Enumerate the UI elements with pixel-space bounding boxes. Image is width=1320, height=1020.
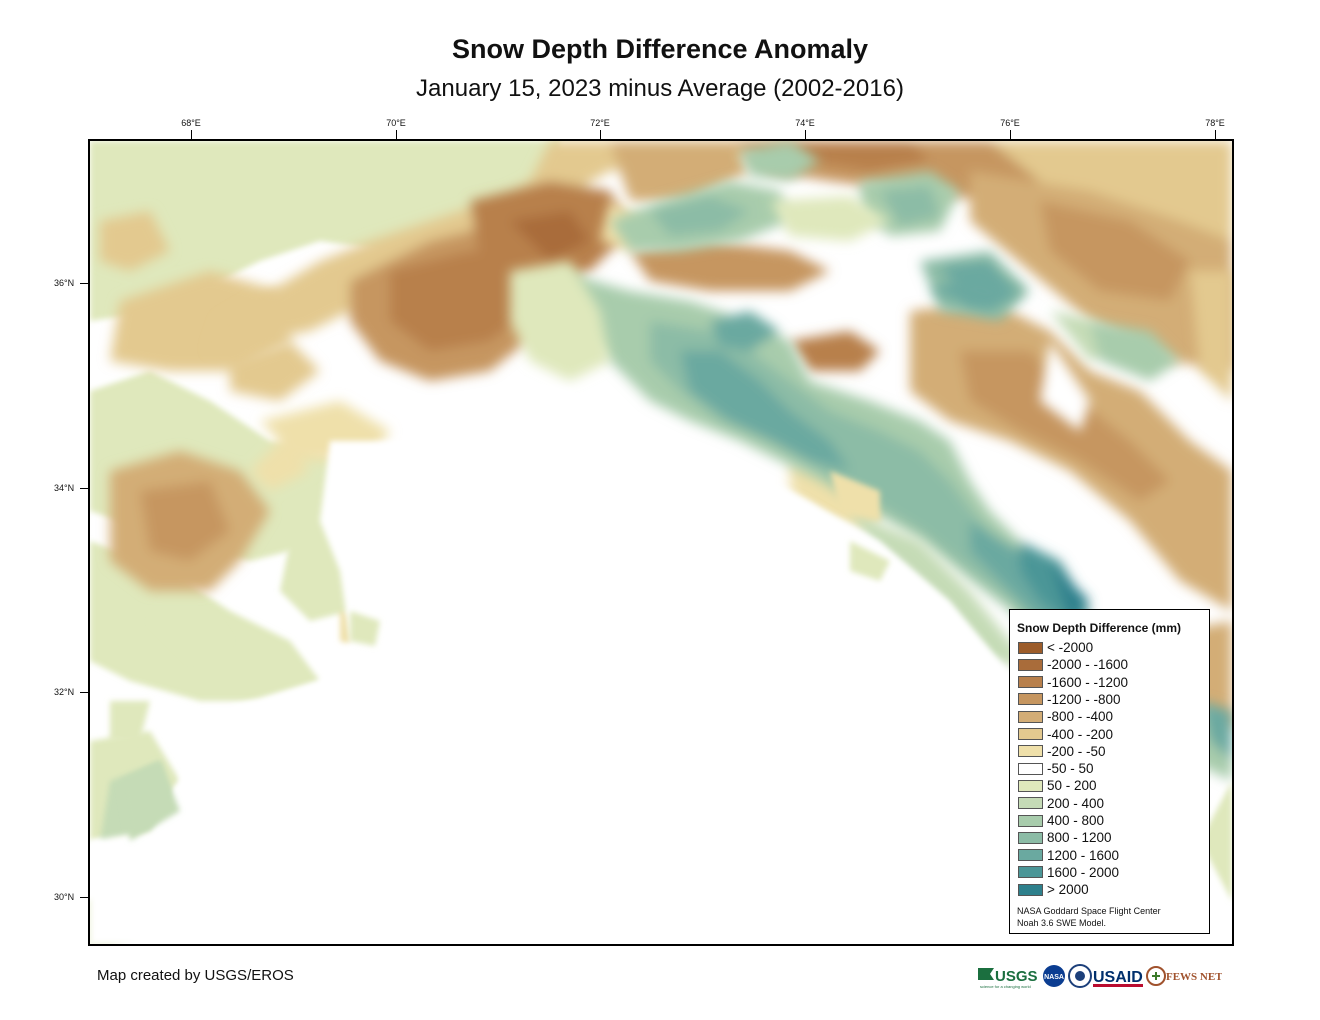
region-negative-north-ridge	[210, 141, 1232, 401]
usgs-logo: USGS science for a changing world	[978, 968, 1038, 989]
lon-tick-mark	[600, 130, 601, 139]
legend-credit-line1: NASA Goddard Space Flight Center	[1017, 906, 1161, 916]
lat-tick-mark	[80, 692, 88, 693]
region-negative-west	[100, 211, 390, 591]
lat-tick-label: 34°N	[54, 483, 75, 493]
legend-item: 1200 - 1600	[1018, 847, 1119, 864]
lon-tick-mark	[805, 130, 806, 139]
lat-tick-label: 36°N	[54, 278, 75, 288]
snow-anomaly-map	[90, 141, 1232, 944]
legend-item: 1600 - 2000	[1018, 864, 1119, 881]
legend-label: > 2000	[1047, 882, 1089, 898]
legend-swatch	[1018, 779, 1043, 792]
region-positive-north	[610, 141, 1180, 381]
legend-item: 200 - 400	[1018, 795, 1104, 812]
region-light-positive-south	[510, 196, 1090, 671]
usgs-tagline: science for a changing world	[980, 984, 1031, 989]
legend-label: 1600 - 2000	[1047, 864, 1120, 880]
legend-item: -2000 - -1600	[1018, 656, 1128, 673]
legend-label: -800 - -400	[1047, 709, 1114, 725]
fewsnet-logo: FEWS NET	[1146, 966, 1222, 986]
legend-label: -50 - 50	[1047, 761, 1094, 777]
lon-tick-label: 72°E	[590, 118, 610, 128]
legend-item: -50 - 50	[1018, 760, 1094, 777]
nasa-logo-text: NASA	[1044, 974, 1064, 981]
legend-title: Snow Depth Difference (mm)	[1017, 621, 1182, 635]
legend-item: 50 - 200	[1018, 777, 1097, 794]
map-subtitle: January 15, 2023 minus Average (2002-201…	[416, 75, 904, 102]
legend-label: 800 - 1200	[1047, 830, 1112, 846]
legend-label: 400 - 800	[1047, 813, 1105, 828]
legend-label: -200 - -50	[1047, 743, 1106, 759]
lat-tick-mark	[80, 897, 88, 898]
lon-tick-label: 70°E	[386, 118, 406, 128]
state-dept-seal	[1068, 964, 1092, 988]
legend-swatch	[1018, 693, 1043, 706]
lon-tick-label: 68°E	[181, 118, 201, 128]
usaid-logo: USAID	[1093, 969, 1143, 987]
legend-credit-line2: Noah 3.6 SWE Model.	[1017, 918, 1107, 928]
nasa-logo: NASA	[1043, 965, 1065, 987]
legend-item: 800 - 1200	[1018, 829, 1112, 846]
legend-swatch	[1018, 728, 1043, 740]
legend-label: -2000 - -1600	[1047, 657, 1129, 673]
legend: Snow Depth Difference (mm) < -2000 -2000 …	[1009, 609, 1210, 934]
lon-tick-mark	[1010, 130, 1011, 139]
lon-tick-label: 74°E	[795, 118, 815, 128]
legend-label: -1200 - -800	[1047, 691, 1121, 707]
legend-swatch	[1018, 745, 1043, 758]
lat-tick-mark	[80, 283, 88, 284]
legend-item: -800 - -400	[1018, 708, 1113, 725]
legend-label: -1600 - -1200	[1047, 674, 1129, 690]
legend-swatch	[1018, 641, 1043, 654]
legend-item: -1200 - -800	[1018, 691, 1121, 708]
legend-swatch	[1018, 658, 1043, 671]
legend-swatch	[1018, 831, 1043, 844]
lat-tick-label: 32°N	[54, 687, 75, 697]
legend-item: -1600 - -1200	[1018, 674, 1128, 691]
map-frame[interactable]	[88, 139, 1234, 946]
legend-item: < -2000	[1018, 639, 1093, 656]
legend-label: < -2000	[1047, 640, 1094, 655]
usgs-logo-text: USGS	[995, 968, 1038, 985]
map-credit: Map created by USGS/EROS	[97, 967, 294, 984]
lon-tick-mark	[396, 130, 397, 139]
legend-swatch	[1018, 710, 1043, 723]
legend-swatch	[1018, 883, 1043, 896]
legend-swatch	[1018, 676, 1043, 689]
usaid-logo-text: USAID	[1093, 969, 1143, 986]
legend-label: 200 - 400	[1047, 795, 1105, 811]
legend-swatch	[1018, 849, 1043, 862]
legend-swatch	[1018, 866, 1043, 879]
legend-swatch	[1018, 814, 1043, 827]
map-title: Snow Depth Difference Anomaly	[451, 34, 869, 64]
lon-tick-label: 76°E	[1000, 118, 1020, 128]
region-scattered-south	[120, 541, 1232, 901]
legend-swatch	[1018, 762, 1043, 775]
lon-tick-mark	[191, 130, 192, 139]
legend-item: -400 - -200	[1018, 726, 1113, 743]
legend-item: > 2000	[1018, 881, 1089, 898]
lat-tick-label: 30°N	[54, 892, 75, 902]
legend-swatch	[1018, 797, 1043, 810]
lon-tick-label: 78°E	[1205, 118, 1225, 128]
legend-label: -400 - -200	[1047, 726, 1114, 742]
legend-item: 400 - 800	[1018, 812, 1104, 829]
legend-label: 1200 - 1600	[1047, 847, 1120, 863]
fewsnet-logo-text: FEWS NET	[1166, 971, 1222, 983]
lat-tick-mark	[80, 488, 88, 489]
partner-logos: USGS science for a changing world NASA U…	[978, 964, 1222, 989]
legend-label: 50 - 200	[1047, 778, 1097, 794]
lon-tick-mark	[1215, 130, 1216, 139]
legend-item: -200 - -50	[1018, 743, 1106, 760]
